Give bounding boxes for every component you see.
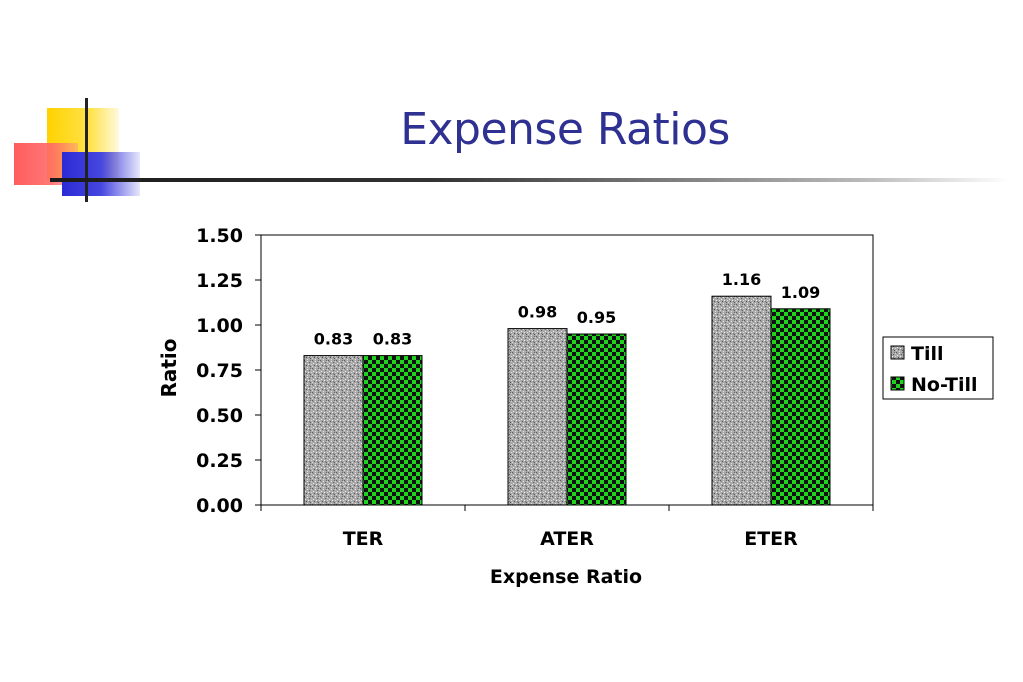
y-tick-label-5: 1.25: [196, 270, 243, 292]
data-label-no-till-eter: 1.09: [781, 283, 820, 302]
legend-label-no-till: No-Till: [911, 374, 978, 396]
bar-no-till-eter: [770, 308, 831, 506]
bar-till-ater: [507, 328, 568, 506]
bar-till-eter: [711, 295, 772, 506]
y-tick-label-1: 0.25: [196, 450, 243, 472]
bar-labels: 0.83 0.83 0.98 0.95 1.16 1.09: [314, 270, 820, 348]
legend: Till No-Till: [882, 336, 994, 400]
y-axis: 0.00 0.25 0.50 0.75 1.00 1.25 1.50: [196, 225, 261, 517]
data-label-no-till-ter: 0.83: [373, 330, 412, 349]
y-tick-label-2: 0.50: [196, 405, 243, 427]
y-tick-label-6: 1.50: [196, 225, 243, 247]
y-tick-label-4: 1.00: [196, 315, 243, 337]
decor-blue-square: [62, 152, 140, 196]
x-tick-label-eter: ETER: [744, 528, 798, 550]
legend-swatch-till: [890, 345, 905, 360]
x-tick-label-ater: ATER: [540, 528, 594, 550]
title-underline: [50, 178, 1010, 182]
bars: [303, 295, 831, 506]
y-tick-label-0: 0.00: [196, 495, 243, 517]
bar-no-till-ter: [362, 355, 423, 506]
bar-no-till-ater: [566, 333, 627, 506]
decor-vertical-line: [85, 98, 88, 202]
x-axis: TER ATER ETER: [260, 505, 874, 550]
legend-swatch-no-till: [890, 376, 905, 391]
legend-label-till: Till: [911, 343, 944, 365]
bar-till-ter: [303, 355, 364, 506]
data-label-till-ater: 0.98: [518, 303, 557, 322]
x-axis-title: Expense Ratio: [490, 566, 642, 588]
data-label-no-till-ater: 0.95: [577, 308, 616, 327]
y-axis-title: Ratio: [157, 338, 181, 397]
y-tick-label-3: 0.75: [196, 360, 243, 382]
x-tick-label-ter: TER: [343, 528, 384, 550]
data-label-till-eter: 1.16: [722, 270, 761, 289]
slide-title: Expense Ratios: [400, 104, 730, 155]
data-label-till-ter: 0.83: [314, 330, 353, 349]
